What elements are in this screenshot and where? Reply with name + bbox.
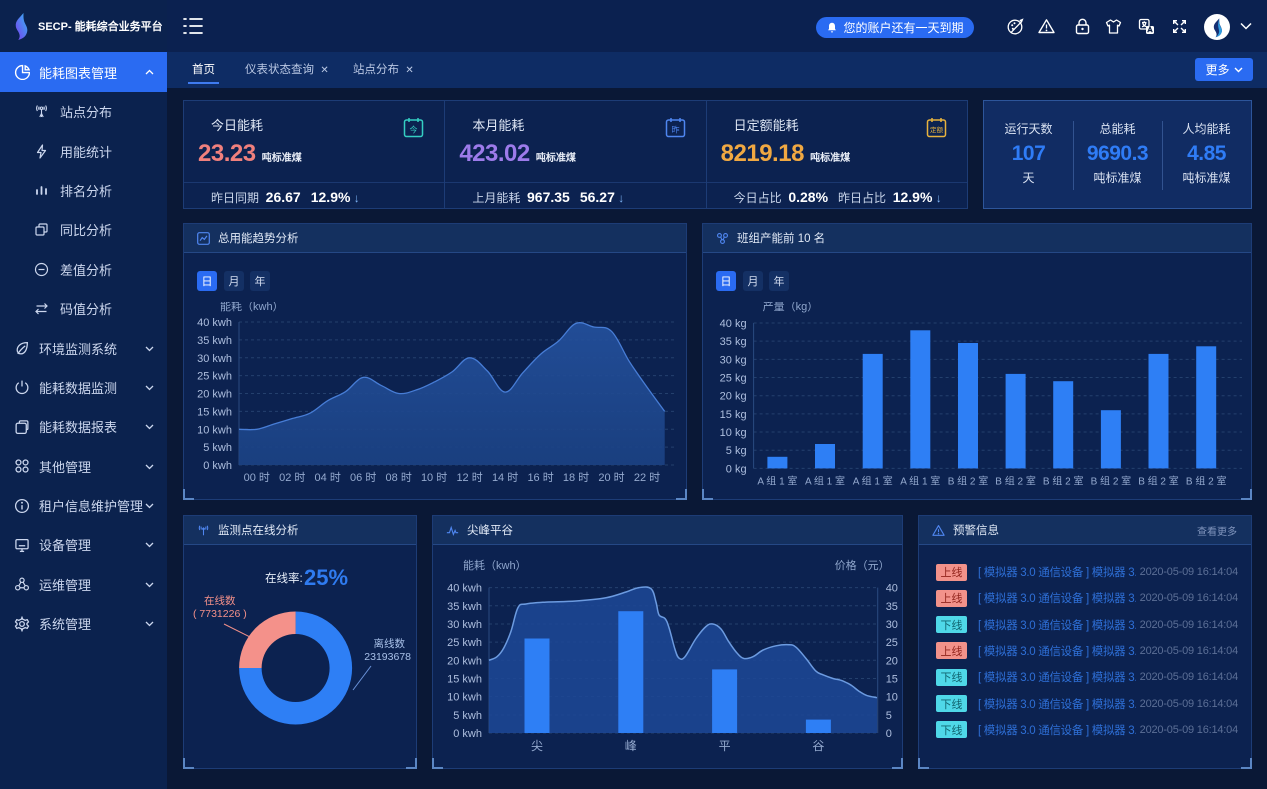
svg-text:00 时: 00 时 — [244, 471, 270, 484]
svg-text:15 kwh: 15 kwh — [447, 673, 482, 685]
svg-text:04 时: 04 时 — [315, 471, 341, 484]
svg-text:10: 10 — [886, 692, 898, 704]
svg-text:30 kg: 30 kg — [720, 354, 747, 366]
svg-text:谷: 谷 — [812, 739, 824, 753]
svg-text:20 kwh: 20 kwh — [197, 389, 232, 401]
svg-text:价格（元）: 价格（元） — [835, 558, 890, 572]
svg-text:产量（kg）: 产量（kg） — [763, 302, 819, 313]
svg-text:40 kg: 40 kg — [720, 318, 747, 330]
svg-text:0: 0 — [886, 728, 892, 740]
svg-text:10 kg: 10 kg — [720, 427, 747, 439]
svg-text:23193678: 23193678 — [364, 651, 411, 663]
svg-text:16 时: 16 时 — [527, 471, 553, 484]
svg-text:08 时: 08 时 — [386, 471, 412, 484]
svg-text:能耗（kwh）: 能耗（kwh） — [463, 558, 527, 572]
svg-text:在线数: 在线数 — [204, 594, 236, 607]
svg-text:40: 40 — [886, 583, 898, 595]
svg-text:离线数: 离线数 — [374, 637, 406, 650]
svg-text:0 kg: 0 kg — [726, 463, 747, 475]
svg-text:10 时: 10 时 — [421, 471, 447, 484]
svg-text:B 组 2 室: B 组 2 室 — [948, 474, 989, 487]
svg-text:B 组 2 室: B 组 2 室 — [995, 474, 1036, 487]
svg-text:尖: 尖 — [531, 739, 543, 753]
svg-text:A 组 1 室: A 组 1 室 — [757, 474, 797, 487]
svg-text:5 kwh: 5 kwh — [453, 710, 482, 722]
svg-text:B 组 2 室: B 组 2 室 — [1138, 474, 1179, 487]
svg-text:25 kwh: 25 kwh — [447, 637, 482, 649]
svg-text:25 kwh: 25 kwh — [197, 371, 232, 383]
svg-text:35 kwh: 35 kwh — [447, 601, 482, 613]
svg-text:06 时: 06 时 — [350, 471, 376, 484]
svg-text:B 组 2 室: B 组 2 室 — [1043, 474, 1084, 487]
svg-text:35 kg: 35 kg — [720, 336, 747, 348]
svg-text:峰: 峰 — [625, 739, 637, 753]
svg-text:5: 5 — [886, 710, 892, 722]
svg-text:今: 今 — [410, 125, 418, 135]
svg-text:B 组 2 室: B 组 2 室 — [1091, 474, 1132, 487]
svg-text:20 kg: 20 kg — [720, 391, 747, 403]
svg-text:12 时: 12 时 — [456, 471, 482, 484]
svg-text:能耗（kwh）: 能耗（kwh） — [220, 302, 284, 313]
svg-text:18 时: 18 时 — [563, 471, 589, 484]
svg-text:A 组 1 室: A 组 1 室 — [805, 474, 845, 487]
svg-text:22 时: 22 时 — [634, 471, 660, 484]
svg-text:10 kwh: 10 kwh — [197, 424, 232, 436]
svg-text:0 kwh: 0 kwh — [203, 460, 232, 472]
svg-text:25%: 25% — [304, 565, 348, 590]
svg-text:A 组 1 室: A 组 1 室 — [853, 474, 893, 487]
svg-text:昨: 昨 — [671, 125, 679, 135]
svg-text:15 kg: 15 kg — [720, 409, 747, 421]
svg-text:40 kwh: 40 kwh — [197, 317, 232, 329]
svg-text:15: 15 — [886, 673, 898, 685]
svg-text:02 时: 02 时 — [279, 471, 305, 484]
svg-text:A 组 1 室: A 组 1 室 — [900, 474, 940, 487]
svg-text:在线率:: 在线率: — [265, 571, 303, 585]
svg-text:平: 平 — [719, 739, 731, 753]
svg-text:35: 35 — [886, 601, 898, 613]
svg-text:5 kwh: 5 kwh — [203, 442, 232, 454]
svg-text:14 时: 14 时 — [492, 471, 518, 484]
svg-text:40 kwh: 40 kwh — [447, 583, 482, 595]
svg-text:20: 20 — [886, 655, 898, 667]
svg-text:30: 30 — [886, 619, 898, 631]
svg-text:10 kwh: 10 kwh — [447, 692, 482, 704]
svg-text:( 7731226 ): ( 7731226 ) — [193, 608, 247, 620]
svg-text:30 kwh: 30 kwh — [197, 353, 232, 365]
svg-text:5 kg: 5 kg — [726, 445, 747, 457]
svg-text:定额: 定额 — [930, 125, 944, 134]
svg-text:25: 25 — [886, 637, 898, 649]
svg-text:20 时: 20 时 — [598, 471, 624, 484]
svg-text:0 kwh: 0 kwh — [453, 728, 482, 740]
svg-text:15 kwh: 15 kwh — [197, 406, 232, 418]
svg-text:20 kwh: 20 kwh — [447, 655, 482, 667]
svg-text:25 kg: 25 kg — [720, 373, 747, 385]
svg-text:B 组 2 室: B 组 2 室 — [1186, 474, 1227, 487]
svg-text:30 kwh: 30 kwh — [447, 619, 482, 631]
svg-text:35 kwh: 35 kwh — [197, 335, 232, 347]
